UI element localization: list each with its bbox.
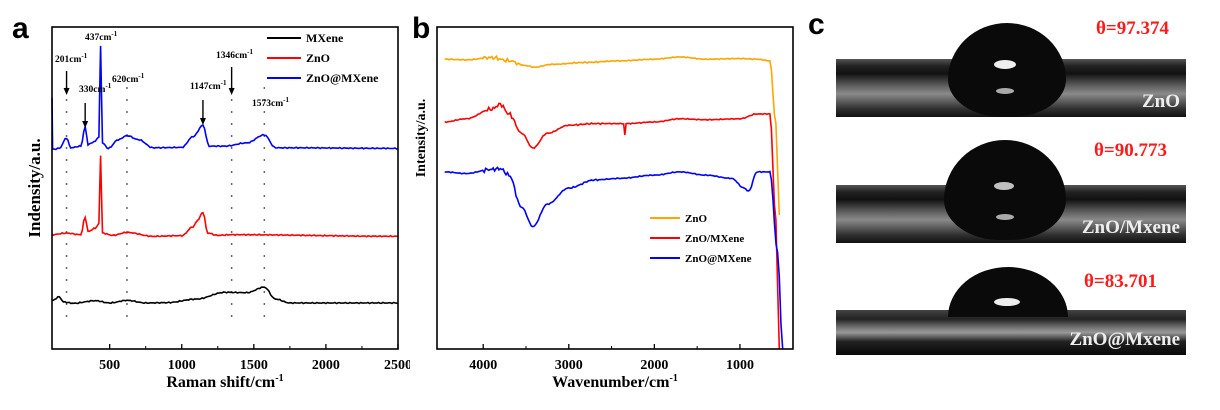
contact-angle-value: θ=90.773: [1094, 140, 1167, 161]
sample-label: ZnO: [1141, 91, 1180, 112]
contact-angle-photo-zno-mxene: θ=90.773 ZnO/Mxene: [836, 140, 1186, 243]
peak-annotation-text: 201cm: [55, 55, 81, 65]
x-axis-label-superscript: -1: [669, 373, 677, 384]
peak-annotation-text: 437cm: [85, 33, 111, 43]
contact-angle-photo-zno-at-mxene: θ=83.701 ZnO@Mxene: [836, 265, 1186, 355]
legend-label: ZnO@MXene: [685, 253, 752, 265]
peak-annotation-superscript: -1: [81, 52, 87, 60]
peak-annotation-text: 1573cm: [252, 99, 283, 109]
peak-annotation-text: 1346cm: [216, 51, 247, 61]
legend-label: ZnO@MXene: [306, 71, 379, 85]
x-tick-label: 2500: [384, 358, 410, 373]
peak-annotation: 201cm-1: [55, 52, 88, 65]
legend-label: ZnO: [306, 51, 330, 65]
peak-annotation: 437cm-1: [85, 30, 118, 43]
panel-label-c: c: [808, 8, 825, 41]
peak-annotation-superscript: -1: [138, 72, 144, 80]
x-axis-label: Wavenumber/cm-1: [552, 373, 678, 391]
contact-angle-value: θ=97.374: [1096, 20, 1169, 39]
plot-frame: [436, 26, 794, 350]
x-tick-label: 4000: [469, 358, 497, 373]
peak-annotation-superscript: -1: [247, 48, 253, 56]
peak-annotation-text: 330cm: [79, 85, 105, 95]
panel-label-a: a: [12, 12, 29, 45]
x-tick-label: 1000: [726, 358, 754, 373]
peak-annotation-superscript: -1: [221, 79, 227, 87]
contact-angle-photo-zno: θ=97.374 ZnO: [836, 20, 1186, 117]
x-tick-label: 1000: [168, 358, 196, 373]
panel-label-b: b: [412, 12, 431, 45]
series-line-zno-mxene: [444, 102, 781, 350]
series-line-zno: [51, 155, 398, 238]
legend-label: ZnO: [685, 213, 707, 225]
peak-annotation-superscript: -1: [283, 96, 289, 104]
x-tick-label: 2000: [312, 358, 340, 373]
x-axis-label-superscript: -1: [275, 373, 283, 384]
legend-label: MXene: [306, 31, 344, 45]
series-line-zno-mxene: [444, 166, 784, 350]
annotation-arrowhead-icon: [228, 88, 235, 95]
peak-annotation-text: 1147cm: [190, 82, 221, 92]
x-axis-label-text: Raman shift/cm: [166, 374, 276, 391]
plot-frame: [51, 26, 399, 350]
series-line-zno: [444, 54, 781, 216]
peak-annotation: 1573cm-1: [252, 96, 289, 109]
x-tick-label: 500: [99, 358, 120, 373]
peak-annotation: 1346cm-1: [216, 48, 253, 61]
y-axis-label: Intensity/a.u.: [414, 99, 429, 178]
y-axis-label: Indensity/a.u.: [25, 138, 44, 237]
series-line-mxene: [51, 286, 399, 305]
peak-annotation-superscript: -1: [105, 82, 111, 90]
peak-annotation: 330cm-1: [79, 82, 112, 95]
peak-annotation-text: 620cm: [112, 75, 138, 85]
x-tick-label: 2000: [640, 358, 668, 373]
annotation-arrowhead-icon: [82, 121, 89, 128]
legend-label: ZnO/MXene: [685, 233, 744, 245]
x-tick-label: 3000: [555, 358, 583, 373]
x-axis-label-text: Wavenumber/cm: [552, 374, 670, 391]
x-tick-label: 1500: [240, 358, 268, 373]
annotation-arrowhead-icon: [199, 118, 206, 125]
sample-label: ZnO/Mxene: [1081, 217, 1180, 238]
peak-annotation: 1147cm-1: [190, 79, 227, 92]
series-line-zno-mxene: [51, 45, 399, 151]
peak-annotation-superscript: -1: [111, 30, 117, 38]
x-axis-label: Raman shift/cm-1: [166, 373, 283, 391]
annotation-arrowhead-icon: [63, 88, 70, 95]
contact-angle-value: θ=83.701: [1084, 271, 1157, 292]
peak-annotation: 620cm-1: [112, 72, 145, 85]
ftir-chart: 4000 3000 2000 1000 Wavenumber/cm-1 Intensity…: [414, 26, 794, 391]
sample-label: ZnO@Mxene: [1069, 329, 1180, 350]
